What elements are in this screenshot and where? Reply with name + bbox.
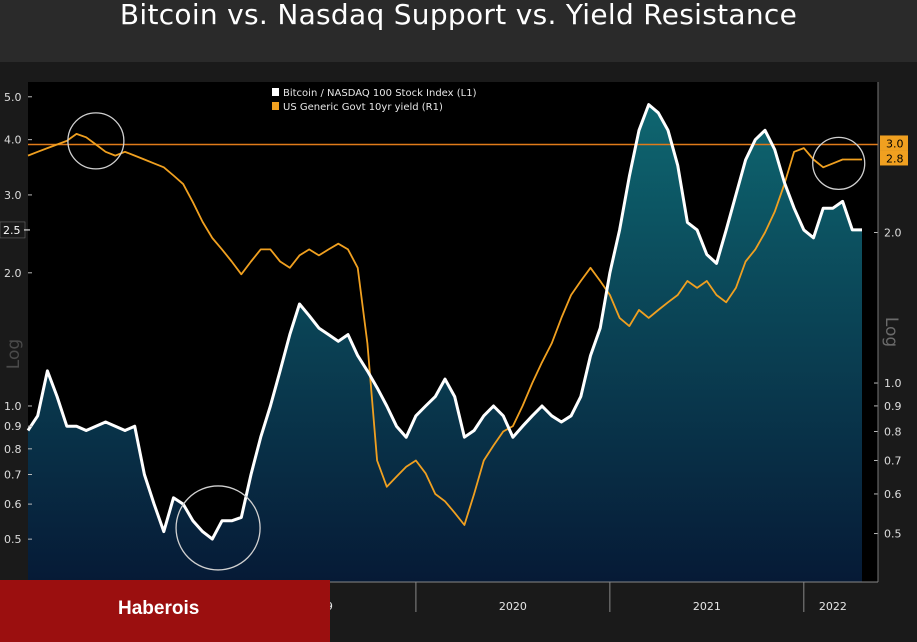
left-current-value: 2.5 <box>3 224 21 237</box>
right-tick-label: 0.7 <box>884 454 902 467</box>
x-tick-label: 2021 <box>693 600 721 613</box>
left-tick-label: 3.0 <box>4 189 22 202</box>
left-tick-label: 0.8 <box>4 443 22 456</box>
right-axis-label: Log <box>881 317 901 347</box>
brand-banner <box>0 580 330 642</box>
right-current-value-top: 3.0 <box>886 137 904 150</box>
left-tick-label: 2.0 <box>4 267 22 280</box>
x-tick-label: 2020 <box>499 600 527 613</box>
legend-swatch <box>272 102 279 110</box>
highlight-circle-2018-yield <box>67 112 125 170</box>
left-tick-label: 0.7 <box>4 468 22 481</box>
right-current-value-bottom: 2.8 <box>886 152 904 165</box>
brand-name: Haberois <box>118 598 200 619</box>
left-tick-label: 0.6 <box>4 498 22 511</box>
right-value-box-top <box>880 135 908 151</box>
series-line-btc <box>26 103 862 541</box>
page-title: Bitcoin vs. Nasdaq Support vs. Yield Res… <box>119 0 798 31</box>
x-tick-label: 2022 <box>819 600 847 613</box>
legend-label: US Generic Govt 10yr yield (R1) <box>283 102 443 113</box>
btc-area-fill <box>28 104 862 582</box>
left-tick-label: 1.0 <box>4 400 22 413</box>
left-tick-label: 0.9 <box>4 420 22 433</box>
right-tick-label: 0.9 <box>884 400 902 413</box>
left-tick-label: 4.0 <box>4 134 22 147</box>
right-tick-label: 2.0 <box>884 227 902 240</box>
left-axis-label: Log <box>4 339 24 369</box>
right-tick-label: 1.0 <box>884 377 902 390</box>
legend-label: Bitcoin / NASDAQ 100 Stock Index (L1) <box>283 88 477 99</box>
title-bar <box>0 0 917 62</box>
series-line-yield <box>27 133 862 526</box>
highlight-circle-2022-yield <box>812 136 866 191</box>
right-tick-label: 0.6 <box>884 488 902 501</box>
legend-swatch <box>272 88 279 96</box>
highlight-circle-2018-btc <box>175 485 261 571</box>
right-tick-label: 0.8 <box>884 425 902 438</box>
right-value-box-bottom <box>880 150 908 166</box>
right-tick-label: 0.5 <box>884 528 902 541</box>
legend-box <box>268 84 530 122</box>
left-tick-label: 0.5 <box>4 533 22 546</box>
chart: 5.0 4.0 3.0 2.0 1.0 0.9 0.8 0.7 0.6 0.5 2.0 1.0 0.9… <box>0 82 908 613</box>
left-tick-label: 5.0 <box>4 91 22 104</box>
